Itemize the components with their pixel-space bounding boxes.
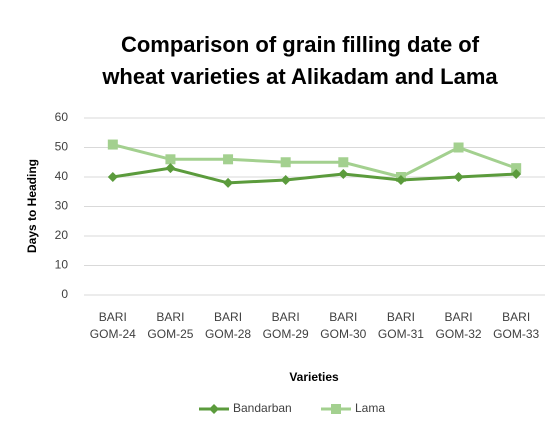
marker xyxy=(511,169,522,180)
y-tick-label: 60 xyxy=(55,110,69,124)
x-axis-label: Varieties xyxy=(289,370,339,384)
y-tick-label: 30 xyxy=(55,199,69,213)
marker xyxy=(338,169,349,180)
marker xyxy=(511,163,522,174)
series-line xyxy=(112,143,517,179)
x-tick-label: BARI GOM-30 xyxy=(320,310,367,341)
chart-title: wheat varieties at Alikadam and Lama xyxy=(101,64,498,89)
marker xyxy=(453,142,464,153)
marker xyxy=(331,404,341,414)
y-tick-label: 40 xyxy=(55,169,69,183)
x-tick-label: BARI GOM-28 xyxy=(205,310,252,341)
x-tick-label: BARI GOM-31 xyxy=(377,310,424,341)
chart-title: Comparison of grain filling date of xyxy=(121,32,480,57)
x-tick-label: BARI GOM-32 xyxy=(435,310,482,341)
series-line xyxy=(112,166,517,185)
marker xyxy=(165,154,176,165)
x-tick-label: BARI GOM-25 xyxy=(147,310,194,341)
y-axis-label: Days to Heading xyxy=(25,159,39,253)
marker xyxy=(107,139,118,150)
legend-label: Lama xyxy=(355,401,385,415)
marker xyxy=(209,404,219,414)
marker xyxy=(223,177,234,188)
legend-label: Bandarban xyxy=(233,401,292,415)
marker xyxy=(223,154,234,165)
y-tick-label: 20 xyxy=(55,228,69,242)
marker xyxy=(338,157,349,168)
y-tick-label: 0 xyxy=(61,287,68,301)
marker xyxy=(453,172,464,182)
marker xyxy=(107,172,118,182)
x-tick-label: BARI GOM-33 xyxy=(493,310,540,341)
marker xyxy=(165,163,176,174)
y-tick-label: 10 xyxy=(55,258,69,272)
marker xyxy=(395,174,406,185)
marker xyxy=(280,157,291,168)
y-tick-label: 50 xyxy=(55,140,69,154)
x-tick-label: BARI GOM-24 xyxy=(89,310,136,341)
marker xyxy=(280,174,291,185)
x-tick-label: BARI GOM-29 xyxy=(262,310,309,341)
